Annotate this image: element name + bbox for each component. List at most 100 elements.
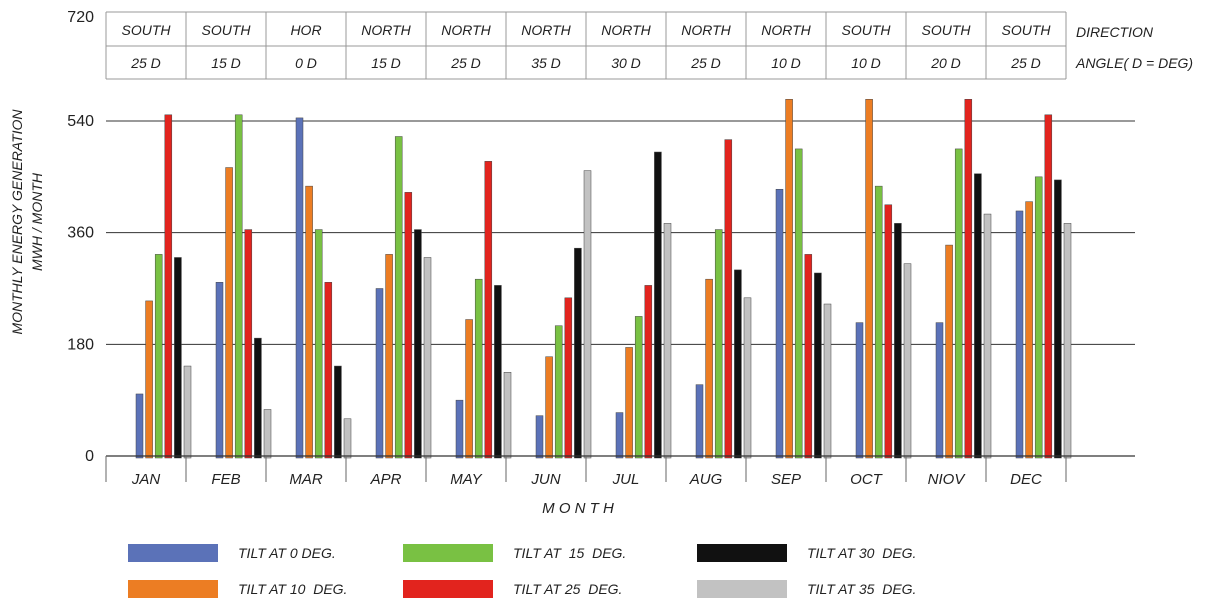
bar-may-series-5	[494, 285, 502, 459]
table-direction-cell: SOUTH	[122, 22, 172, 38]
table-angle-cell: 25 D	[450, 55, 481, 71]
bar-dec-series-4	[1044, 114, 1053, 459]
bar-sep-series-5	[814, 272, 822, 459]
table-angle-cell: 35 D	[531, 55, 561, 71]
x-tick-label: JUN	[530, 471, 560, 488]
bar-dec-series-1	[1015, 210, 1024, 459]
bar-jun-series-4	[564, 297, 573, 459]
bar-may-series-3	[474, 278, 483, 459]
bar-may-series-2	[465, 319, 473, 459]
bar-series	[135, 99, 1072, 459]
bar-jan-series-6	[183, 365, 192, 459]
bar-jul-series-1	[615, 412, 624, 459]
bar-jan-series-3	[154, 254, 163, 459]
table-angle-cell: 0 D	[295, 55, 317, 71]
legend-label-5: TILT AT 30 DEG.	[807, 545, 916, 561]
table-angle-cell: 25 D	[690, 55, 721, 71]
legend-swatch-2	[128, 580, 218, 598]
legend-swatch-3	[403, 544, 493, 562]
bar-dec-series-5	[1054, 179, 1062, 459]
bar-aug-series-1	[695, 384, 704, 459]
table-angle-cell: 25 D	[1010, 55, 1041, 71]
table-angle-cell: 25 D	[130, 55, 161, 71]
bar-dec-series-6	[1063, 223, 1072, 459]
y-tick-label: 180	[67, 336, 94, 353]
legend: TILT AT 0 DEG. TILT AT 10 DEG. TILT AT 15 …	[128, 544, 916, 598]
bar-jan-series-4	[164, 114, 173, 459]
grid-lines: 0 180 360 540 720	[67, 9, 1135, 465]
bar-niov-series-1	[935, 322, 944, 459]
legend-label-6: TILT AT 35 DEG.	[807, 581, 916, 597]
table-direction-label: DIRECTION	[1076, 24, 1154, 40]
bar-oct-series-3	[874, 185, 883, 459]
bar-niov-series-5	[974, 173, 982, 459]
bar-aug-series-5	[734, 269, 742, 459]
bar-apr-series-1	[375, 288, 384, 459]
x-tick-label: JAN	[131, 471, 161, 488]
bar-may-series-4	[484, 161, 493, 459]
bar-sep-series-6	[823, 303, 832, 459]
table-direction-cell: HOR	[290, 22, 321, 38]
x-tick-label: MAY	[450, 471, 482, 488]
y-tick-label: 540	[67, 113, 94, 130]
bar-oct-series-1	[855, 322, 864, 459]
bar-dec-series-2	[1025, 201, 1033, 459]
bar-jul-series-4	[644, 285, 653, 459]
x-tick-label: FEB	[211, 471, 240, 488]
bar-jul-series-6	[663, 223, 672, 459]
legend-label-4: TILT AT 25 DEG.	[513, 581, 622, 597]
bar-jul-series-2	[625, 347, 633, 459]
bar-dec-series-3	[1034, 176, 1043, 459]
bar-aug-series-6	[743, 297, 752, 459]
bar-jun-series-3	[554, 325, 563, 459]
legend-label-1: TILT AT 0 DEG.	[238, 545, 336, 561]
bar-jan-series-5	[174, 257, 182, 459]
table-angle-cell: 10 D	[851, 55, 881, 71]
x-tick-label: JUL	[612, 471, 640, 488]
axes: JAN FEB MAR APR MAY JUN JUL AUG SEP OCT NIOV DEC	[105, 455, 1135, 488]
bar-sep-series-4	[804, 254, 813, 459]
bar-mar-series-4	[324, 282, 333, 459]
bar-oct-series-4	[884, 204, 893, 459]
x-tick-label: MAR	[289, 471, 323, 488]
y-axis-title-line2: MWH / MONTH	[29, 172, 45, 271]
bar-jun-series-1	[535, 415, 544, 459]
bar-jul-series-3	[634, 316, 643, 459]
bar-aug-series-4	[724, 139, 733, 459]
x-tick-label: APR	[370, 471, 402, 488]
table-direction-cell: NORTH	[361, 22, 411, 38]
bar-jan-series-1	[135, 393, 144, 459]
y-tick-label: 720	[67, 9, 94, 26]
table-angle-cell: 15 D	[371, 55, 401, 71]
table-angle-cell: 20 D	[930, 55, 961, 71]
bar-feb-series-5	[254, 337, 262, 459]
bar-oct-series-2	[865, 99, 873, 459]
bar-oct-series-5	[894, 223, 902, 459]
bar-niov-series-6	[983, 213, 992, 459]
x-tick-label: AUG	[689, 471, 723, 488]
bar-jun-series-6	[583, 170, 592, 459]
table-angle-cell: 15 D	[211, 55, 241, 71]
bar-oct-series-6	[903, 263, 912, 459]
table-direction-cell: NORTH	[601, 22, 651, 38]
bar-mar-series-6	[343, 418, 352, 459]
bar-may-series-1	[455, 399, 464, 459]
x-tick-label: NIOV	[928, 471, 967, 488]
bar-mar-series-1	[295, 117, 304, 459]
bar-feb-series-3	[234, 114, 243, 459]
bar-feb-series-1	[215, 282, 224, 459]
bar-apr-series-3	[394, 136, 403, 459]
table-angle-cell: 10 D	[771, 55, 801, 71]
bar-apr-series-2	[385, 254, 393, 459]
bar-sep-series-3	[794, 148, 803, 459]
bar-feb-series-4	[244, 229, 253, 459]
direction-angle-table: SOUTH 25 D SOUTH 15 D HOR 0 D NORTH 15 D NORTH 25…	[105, 11, 1193, 80]
bar-feb-series-2	[225, 167, 233, 459]
table-direction-cell: NORTH	[441, 22, 491, 38]
bar-jun-series-5	[574, 247, 582, 459]
bar-jan-series-2	[145, 300, 153, 459]
table-direction-cell: NORTH	[761, 22, 811, 38]
bar-niov-series-3	[954, 148, 963, 459]
table-direction-cell: SOUTH	[922, 22, 972, 38]
